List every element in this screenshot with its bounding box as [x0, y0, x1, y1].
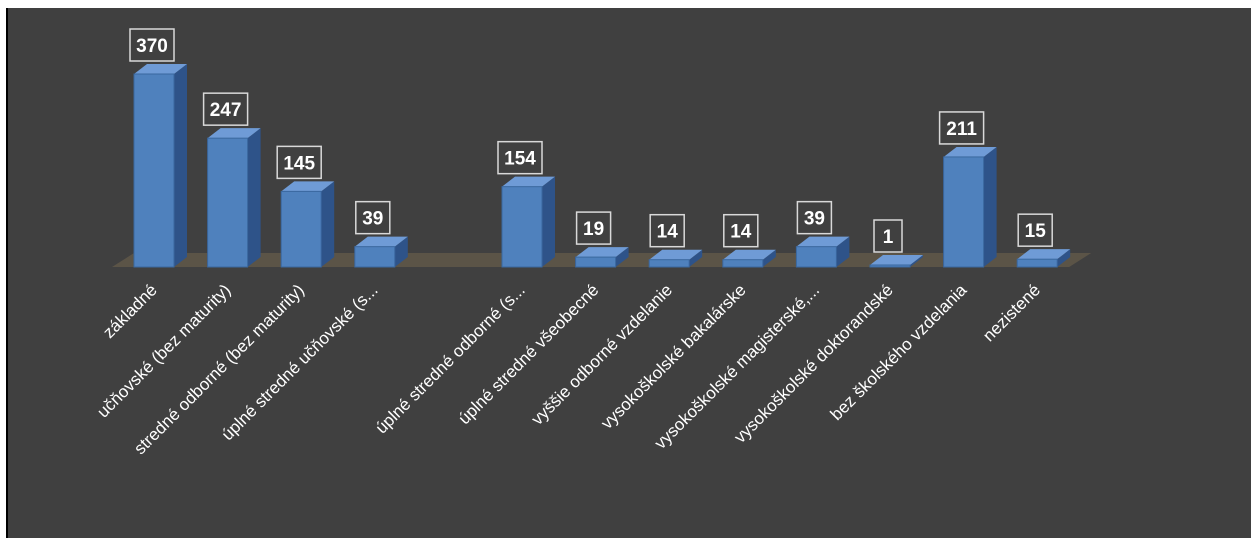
data-label: 14 [649, 213, 685, 248]
plot-left-border [6, 8, 8, 538]
bar [722, 249, 776, 268]
bar-front [354, 246, 396, 268]
bar [943, 146, 997, 268]
data-label-text: 39 [804, 209, 825, 230]
bar-front [795, 246, 837, 268]
data-label: 145 [276, 145, 322, 180]
bar-top [943, 146, 997, 157]
data-label-box [575, 211, 612, 245]
data-label-text: 370 [136, 36, 168, 57]
category-label: nezistené [979, 280, 1044, 345]
category-label: učňovské (bez maturity) [93, 280, 234, 421]
data-label: 1 [873, 219, 903, 253]
data-label-text: 145 [283, 153, 315, 174]
bar-front [869, 264, 911, 268]
data-label: 247 [202, 92, 249, 126]
data-label-text: 39 [362, 209, 383, 230]
bar-side [689, 249, 703, 267]
top-strip [0, 0, 1251, 8]
data-label: 19 [575, 211, 612, 245]
bar-top [354, 236, 408, 247]
bar-top [1017, 249, 1071, 260]
bar [354, 236, 408, 268]
data-label-box [497, 140, 543, 175]
data-label-box [129, 28, 175, 62]
bar-chart: 370 247 145 39 154 19 14 14 39 1 211 15 základnéučň… [93, 28, 1092, 458]
bar-top [796, 236, 850, 247]
bar [869, 255, 923, 268]
bar-front [1016, 258, 1058, 268]
category-label: vysokoškolské bakalárske [597, 280, 749, 432]
category-label: úplné stredné učňovské (s... [218, 280, 382, 444]
data-label: 154 [497, 140, 543, 175]
data-label: 39 [796, 200, 833, 235]
bar-side [910, 255, 923, 267]
bar-top [134, 64, 187, 74]
bar-side [174, 64, 187, 267]
bar-front [722, 259, 764, 268]
data-label-text: 15 [1025, 221, 1047, 242]
bar [648, 249, 703, 268]
bar-top [207, 128, 261, 139]
bar-front [943, 156, 985, 268]
bar-side [983, 146, 997, 267]
bar-front [207, 137, 249, 268]
bar-front [280, 190, 322, 268]
bar-side [394, 236, 408, 267]
bar [133, 64, 187, 268]
bar-top [575, 247, 629, 258]
data-label-box [649, 213, 685, 248]
category-label: úplné stredné odborné (s... [372, 280, 529, 437]
category-label: základné [99, 280, 161, 342]
bar-side [542, 176, 555, 267]
bar [795, 236, 850, 268]
bar-side [321, 181, 335, 267]
category-label: bez školského vzdelania [827, 280, 971, 424]
data-label: 370 [129, 28, 175, 62]
data-label: 14 [723, 213, 759, 248]
data-label-box [873, 219, 903, 253]
data-label-text: 14 [730, 222, 752, 243]
bar [1016, 249, 1071, 268]
bar-front [133, 73, 175, 268]
bar [280, 181, 335, 268]
data-label-box [796, 200, 833, 235]
data-label: 211 [938, 111, 985, 145]
bar [207, 128, 261, 268]
data-label-box [202, 92, 249, 126]
bar-side [1057, 249, 1071, 267]
bar-front [648, 259, 690, 268]
bar-top [281, 181, 335, 192]
data-label: 39 [355, 200, 391, 235]
data-label-box [723, 213, 759, 248]
category-label: vysokoškolské doktorandské [730, 280, 896, 446]
bar [575, 247, 629, 268]
data-label-box [1017, 213, 1053, 247]
data-label-text: 1 [883, 227, 894, 248]
bar-side [836, 236, 850, 267]
category-label: úplné stredné všeobecné [455, 280, 603, 428]
bar-side [615, 247, 629, 267]
bar-top [722, 249, 776, 260]
data-label-box [355, 200, 391, 235]
data-label-text: 154 [504, 149, 536, 170]
data-label-text: 211 [946, 119, 977, 140]
bar [501, 176, 555, 268]
bar-side [247, 128, 261, 267]
data-label-text: 19 [583, 219, 604, 240]
data-label-text: 247 [210, 100, 242, 121]
bar-top [649, 249, 703, 260]
bar-front [501, 186, 543, 268]
data-label-text: 14 [657, 222, 679, 243]
bar-top [502, 176, 555, 187]
bar-top [870, 255, 923, 265]
data-label: 15 [1017, 213, 1053, 247]
bar-front [575, 256, 617, 268]
chart-plot-area: 370 247 145 39 154 19 14 14 39 1 211 15 základné učň… [6, 8, 1251, 538]
category-label: vyššie odborné vzdelanie [528, 280, 676, 428]
data-label-box [276, 145, 322, 180]
bar-side [762, 249, 776, 267]
data-label-box [938, 111, 985, 145]
